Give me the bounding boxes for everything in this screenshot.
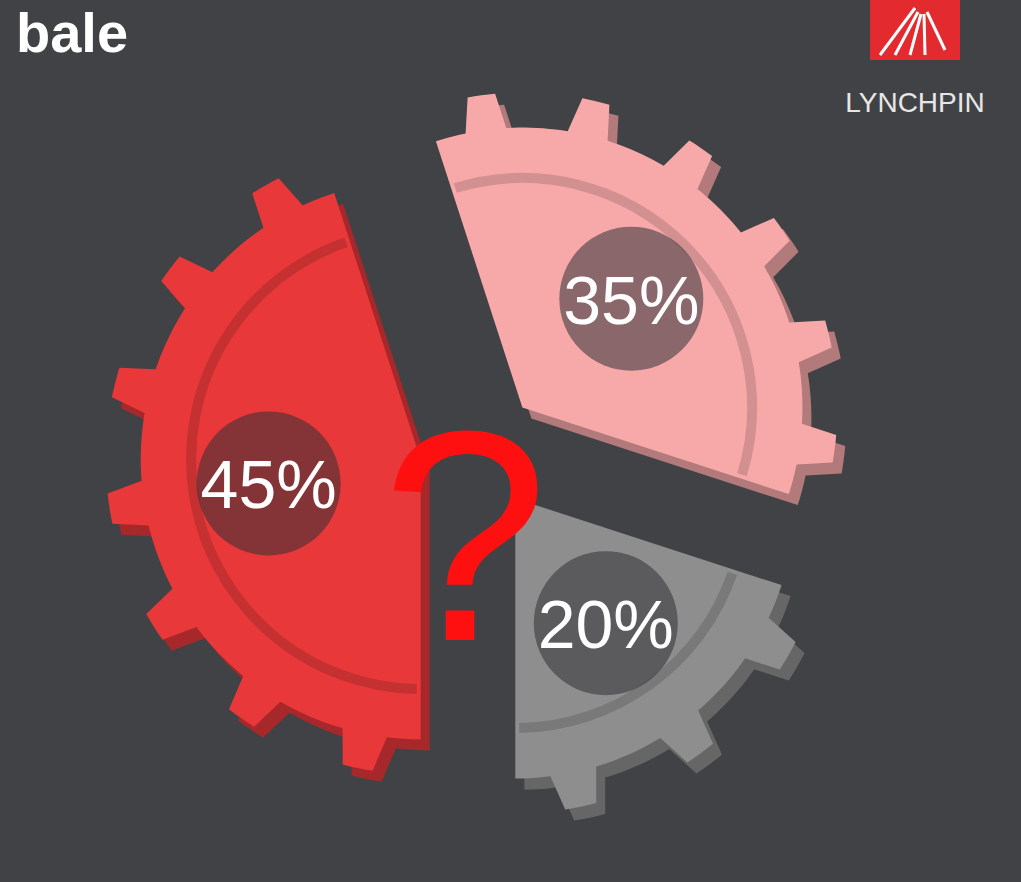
label-badge <box>559 227 703 371</box>
logo-mark <box>870 0 960 60</box>
title: bale <box>16 1 128 64</box>
logo-text: LYNCHPIN <box>845 87 985 118</box>
data-label: 45% <box>201 446 337 522</box>
annotation: ? <box>382 368 549 704</box>
stage: bale LYNCHPIN 45% 35% 20%? <box>0 0 1021 882</box>
logo: LYNCHPIN <box>845 0 985 118</box>
gear-slice <box>108 178 421 771</box>
gear-slice <box>515 499 795 810</box>
data-label: 20% <box>538 586 674 662</box>
label-badge <box>197 411 341 555</box>
logo-line <box>927 12 945 50</box>
logo-line <box>924 14 925 55</box>
gear-pie <box>108 94 846 821</box>
logo-line <box>910 14 921 55</box>
data-label: 35% <box>563 262 699 338</box>
gear-groove <box>519 573 732 728</box>
label-badge <box>534 551 678 695</box>
background <box>0 0 1021 882</box>
